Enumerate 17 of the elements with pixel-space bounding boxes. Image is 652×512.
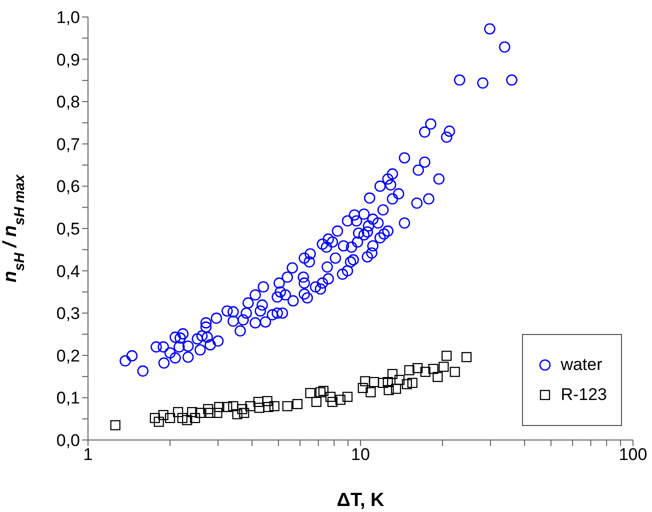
y-tick-label: 0,8	[56, 92, 80, 112]
y-tick-label: 0,7	[56, 134, 80, 154]
y-tick-label: 0,5	[56, 220, 80, 239]
x-tick-label: 1	[83, 445, 93, 464]
y-tick-label: 0,6	[56, 177, 80, 196]
legend-label: water	[560, 355, 602, 375]
x-tick-label: 10	[351, 445, 370, 464]
x-tick-label: 100	[618, 445, 648, 464]
y-tick-label: 0,3	[56, 304, 80, 324]
y-tick-label: 0,1	[56, 388, 80, 408]
y-tick-label: 0,0	[56, 431, 80, 450]
y-tick-label: 0,9	[56, 50, 80, 70]
y-tick-label: 1,0	[56, 8, 80, 28]
x-axis-title: ΔT, K	[336, 490, 384, 511]
y-tick-label: 0,4	[56, 262, 80, 281]
legend-label: R-123	[560, 385, 607, 405]
y-tick-label: 0,2	[56, 346, 80, 366]
